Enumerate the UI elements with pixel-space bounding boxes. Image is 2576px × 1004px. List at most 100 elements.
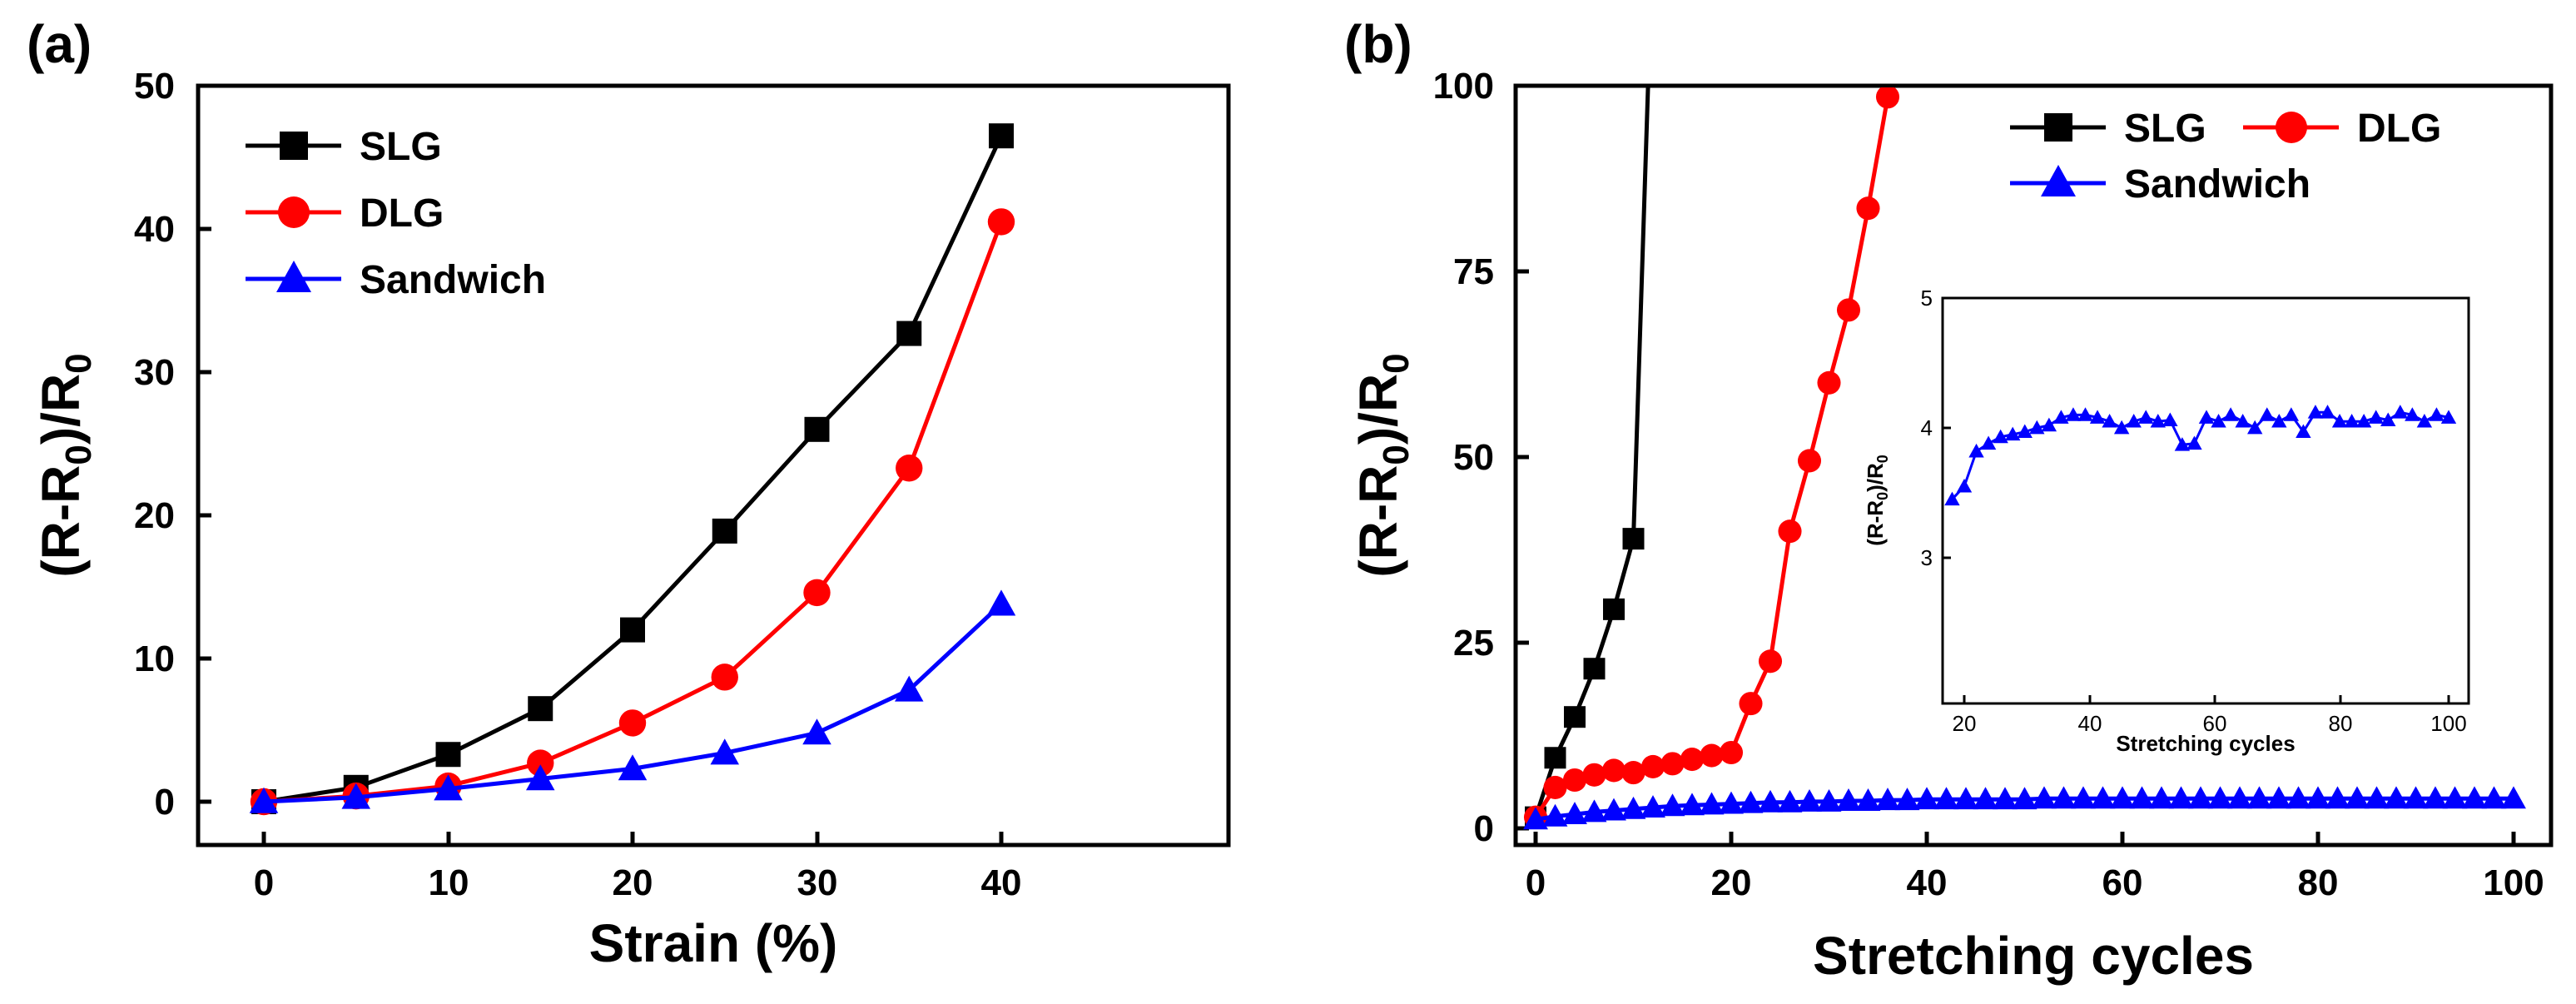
data-point-dlg [987,208,1015,236]
data-point-inset-sandwich [1968,443,1984,458]
y-title-subscript: 0 [1376,353,1417,373]
panel-a-x-tick-label: 10 [429,862,469,903]
data-point-inset-sandwich [1956,479,1973,493]
series-line-slg [1533,87,1650,818]
panel-a-y-tick-label: 20 [134,495,175,536]
legend-marker-dlg [2276,112,2307,143]
data-point-inset-sandwich [2138,410,2154,424]
data-point-dlg [1836,298,1861,322]
panel-b-y-tick-label: 50 [1453,437,1494,478]
data-point-slg [1544,747,1566,769]
data-point-sandwich [249,787,279,813]
data-point-slg [1564,706,1586,728]
panel-a-series-layer [249,123,1016,816]
data-point-inset-sandwich [1993,429,2008,444]
data-point-sandwich [2188,786,2213,809]
data-point-sandwich [1894,788,1920,811]
data-point-sandwich [2227,786,2252,809]
y-title-subscript: 0 [58,353,99,373]
panel-b-series-layer [1523,87,2526,830]
data-point-inset-sandwich [2186,435,2202,450]
data-point-dlg [1739,692,1763,716]
data-point-sandwich [1562,802,1587,825]
data-point-sandwich [1758,789,1783,813]
data-point-inset-sandwich [2150,414,2166,428]
data-point-dlg [1758,649,1783,673]
panel-b-x-tick-labels: 0 20 40 60 80 100 [1526,862,2544,903]
y-title-subscript: 0 [1376,445,1417,465]
panel-b-x-tick-label: 80 [2298,862,2339,903]
data-point-sandwich [2403,786,2429,809]
y-title-part: )/R [1863,463,1888,492]
y-title-subscript: 0 [58,445,99,465]
panel-a-label: (a) [27,14,92,74]
inset-series-layer [1944,405,2457,506]
data-point-sandwich [341,783,370,809]
data-point-inset-sandwich [2355,414,2372,428]
legend-label-sandwich: Sandwich [2124,162,2310,206]
data-point-inset-sandwich [2380,412,2396,426]
panel-b-y-tick-label: 0 [1474,808,1494,849]
data-point-dlg [1797,449,1822,473]
data-point-inset-sandwich [2296,424,2311,439]
data-point-sandwich [2149,786,2174,809]
data-point-sandwich [1797,788,1822,812]
data-point-dlg [618,709,647,737]
inset-x-axis-title: Stretching cycles [2116,731,2295,756]
data-point-sandwich [434,774,463,801]
data-point-inset-sandwich [2041,417,2057,432]
panel-a-y-tick-label: 10 [134,639,175,679]
data-point-sandwich [1680,793,1705,816]
panel-b-y-axis-title: (R-R0)/R0 [1348,353,1417,577]
panel-a-y-tick-label: 40 [134,209,175,250]
data-point-sandwich [1738,790,1764,813]
data-point-sandwich [710,738,739,765]
y-title-part: )/R [31,374,91,445]
data-point-slg [804,416,830,442]
data-point-inset-sandwich [2017,424,2033,439]
data-point-inset-sandwich [2065,407,2082,421]
data-point-inset-sandwich [2344,414,2360,428]
data-point-sandwich [2168,786,2194,809]
data-point-sandwich [1542,803,1568,827]
panel-a-y-tick-label: 50 [134,66,175,107]
data-point-inset-sandwich [2440,410,2457,424]
data-point-inset-sandwich [2174,437,2191,451]
panel-a-legend: SLG DLG Sandwich [246,125,546,302]
y-title-subscript: 0 [1874,492,1891,500]
data-point-slg [435,742,461,768]
data-point-dlg [1719,740,1744,765]
y-title-part: )/R [1348,374,1408,445]
panel-b-y-tick-label: 25 [1453,623,1494,664]
panel-a-y-tick-label: 30 [134,352,175,393]
inset-y-axis-title: (R-R0)/R0 [1863,455,1891,546]
data-point-dlg [896,455,923,482]
y-title-part: (R-R [1348,465,1408,578]
panel-a-x-axis-title: Strain (%) [589,913,838,973]
data-point-inset-sandwich [2247,420,2263,435]
data-point-inset-sandwich [2405,407,2420,421]
panel-b-x-tick-label: 20 [1711,862,1752,903]
data-point-sandwich [2442,786,2468,809]
y-title-part: (R-R [31,465,91,578]
panel-a-y-ticks [198,83,211,804]
data-point-inset-sandwich [2429,407,2444,421]
panel-a-y-tick-labels: 0 10 20 30 40 50 [134,66,175,823]
data-point-dlg [1660,752,1685,776]
data-point-sandwich [2051,786,2077,809]
data-point-sandwich [1816,788,1842,812]
data-point-sandwich [2071,786,2096,809]
panel-a-plot-frame [196,83,1231,847]
panel-b: (b) 0 25 50 75 100 0 20 40 [1344,14,2554,986]
data-point-inset-sandwich [2211,414,2226,428]
data-point-inset-sandwich [2102,414,2117,428]
panel-b-legend: SLG DLG Sandwich [2010,107,2441,206]
data-point-sandwich [2032,786,2057,809]
data-point-sandwich [1719,791,1744,814]
panel-b-y-tick-label: 100 [1433,66,1494,107]
data-point-dlg [527,749,554,777]
data-point-sandwich [1875,788,1900,811]
data-point-inset-sandwich [2283,407,2300,421]
data-point-sandwich [986,589,1016,616]
data-point-slg [989,123,1014,149]
